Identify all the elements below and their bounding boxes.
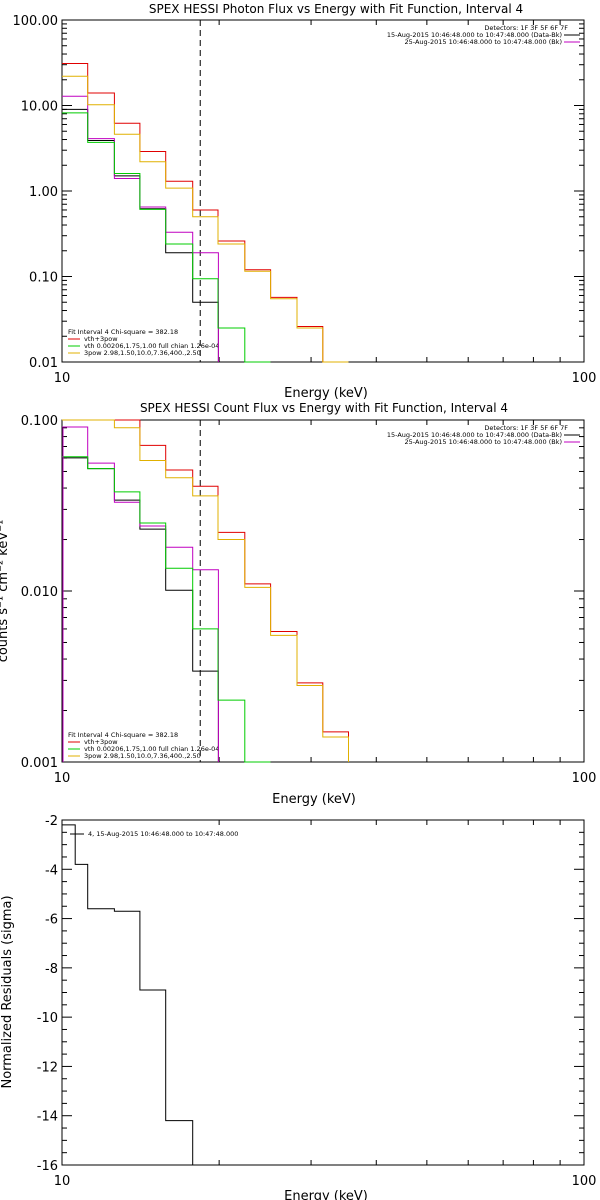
photon-flux-x-tick-label: 100 [572, 371, 597, 386]
residuals-y-tick-label: -16 [37, 1159, 58, 1174]
photon-flux-y-tick-label: 1.00 [29, 185, 58, 200]
residuals-plot-frame [61, 819, 585, 1166]
photon-flux-y-tick-label: 10.00 [21, 100, 58, 115]
photon-flux-x-tick-label: 10 [54, 371, 71, 386]
residuals-y-tick-label: -14 [37, 1110, 58, 1125]
photon-flux-background-interval-note: 25-Aug-2015 10:46:48.000 to 10:47:48.000… [405, 38, 562, 46]
residuals-y-tick-label: -12 [37, 1060, 58, 1075]
count-flux-fit-interval-note: Fit Interval 4 Chi-square = 382.18 [68, 731, 178, 739]
count-flux-series-1 [62, 426, 219, 762]
residuals-y-tick-label: -6 [45, 913, 58, 928]
photon-flux-y-tick-label: 0.01 [29, 356, 58, 371]
count-flux-background-interval-note: 25-Aug-2015 10:46:48.000 to 10:47:48.000… [405, 438, 562, 446]
count-flux-fit-3pow-note: 3pow 2.98,1.50,10.0,7.36,400.,2.50 [84, 752, 201, 760]
residuals-x-axis-label: Energy (keV) [284, 1189, 368, 1200]
photon-flux-fit-model-note: vth+3pow [84, 335, 118, 343]
count-flux-data-interval-note: 15-Aug-2015 10:46:48.000 to 10:47:48.000… [387, 431, 562, 439]
residuals-axes: 10 100 -16 -14 -12 -10 -8 -6 -4 -2 [37, 814, 597, 1189]
count-flux-axes: 10 100 0.001 0.010 0.100 [21, 414, 597, 786]
count-flux-y-axis-label: counts s⁻¹ cm⁻² keV⁻¹ [0, 520, 11, 663]
count-flux-fit-notes: Fit Interval 4 Chi-square = 382.18 vth+3… [68, 731, 219, 760]
photon-flux-y-tick-label: 0.10 [29, 271, 58, 286]
photon-flux-axes: 10 100 0.01 0.10 1.00 10.00 100.00 [13, 14, 597, 386]
photon-flux-series-4 [62, 75, 349, 363]
residuals-x-tick-label: 10 [54, 1174, 71, 1189]
count-flux-y-tick-label: 0.100 [21, 414, 58, 429]
photon-flux-fit-3pow-note: 3pow 2.98,1.50,10.0,7.36,400.,2.50 [84, 349, 201, 357]
count-flux-detectors-note: Detectors: 1F 3F 5F 6F 7F [484, 424, 568, 432]
count-flux-series-4 [62, 419, 349, 762]
photon-flux-y-tick-label: 100.00 [13, 14, 59, 29]
count-flux-y-tick-label: 0.001 [21, 756, 58, 771]
photon-flux-fit-vth-note: vth 0.00206,1.75,1.00 full chian 1.26e-0… [84, 342, 219, 350]
count-flux-fit-vth-note: vth 0.00206,1.75,1.00 full chian 1.26e-0… [84, 745, 219, 753]
photon-flux-detector-notes: Detectors: 1F 3F 5F 6F 7F 15-Aug-2015 10… [387, 24, 580, 46]
residuals-series-0 [62, 824, 201, 1166]
photon-flux-series-2 [62, 112, 271, 363]
count-flux-x-tick-label: 100 [572, 771, 597, 786]
residuals-y-axis-label: Normalized Residuals (sigma) [0, 895, 15, 1088]
count-flux-y-tick-label: 0.010 [21, 585, 58, 600]
count-flux-x-axis-label: Energy (keV) [272, 792, 356, 807]
photon-flux-x-axis-label: Energy (keV) [284, 386, 368, 401]
residuals-y-tick-label: -2 [45, 814, 58, 829]
photon-flux-fit-interval-note: Fit Interval 4 Chi-square = 382.18 [68, 328, 178, 336]
count-flux-title: SPEX HESSI Count Flux vs Energy with Fit… [140, 401, 508, 415]
photon-flux-fit-notes: Fit Interval 4 Chi-square = 382.18 vth+3… [68, 328, 219, 357]
photon-flux-title: SPEX HESSI Photon Flux vs Energy with Fi… [149, 2, 523, 16]
count-flux-fit-model-note: vth+3pow [84, 738, 118, 746]
photon-flux-data-interval-note: 15-Aug-2015 10:46:48.000 to 10:47:48.000… [387, 31, 562, 39]
count-flux-series-2 [62, 456, 271, 763]
photon-flux-series-3 [62, 63, 349, 363]
photon-flux-detectors-note: Detectors: 1F 3F 5F 6F 7F [484, 24, 568, 32]
count-flux-series-3 [62, 419, 349, 762]
count-flux-detector-notes: Detectors: 1F 3F 5F 6F 7F 15-Aug-2015 10… [387, 424, 580, 446]
residuals-x-tick-label: 100 [572, 1174, 597, 1189]
residuals-y-tick-label: -4 [45, 863, 58, 878]
count-flux-x-tick-label: 10 [54, 771, 71, 786]
residuals-y-tick-label: -10 [37, 1011, 58, 1026]
residuals-legend: 4, 15-Aug-2015 10:46:48.000 to 10:47:48.… [88, 830, 238, 838]
residuals-y-tick-label: -8 [45, 962, 58, 977]
